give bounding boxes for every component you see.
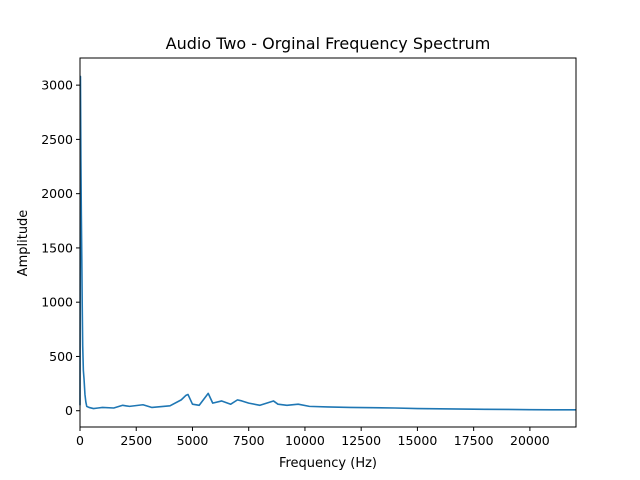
- x-tick-label: 2500: [120, 433, 152, 448]
- chart-title: Audio Two - Orginal Frequency Spectrum: [166, 34, 491, 53]
- plot-frame: [79, 57, 577, 428]
- x-tick-label: 0: [76, 433, 84, 448]
- x-axis-label: Frequency (Hz): [279, 456, 377, 471]
- y-tick-label: 1000: [41, 295, 73, 310]
- y-axis-label: Amplitude: [16, 210, 31, 277]
- spectrum-series-line: [79, 75, 576, 411]
- x-tick-label: 20000: [510, 433, 550, 448]
- x-tick-label: 5000: [177, 433, 209, 448]
- y-tick-label: 2000: [41, 186, 73, 201]
- x-tick-label: 15000: [398, 433, 438, 448]
- x-tick-label: 12500: [341, 433, 381, 448]
- x-tick-label: 17500: [454, 433, 494, 448]
- y-tick-label: 2500: [41, 132, 73, 147]
- y-tick-label: 500: [49, 349, 73, 364]
- x-tick-label: 10000: [285, 433, 325, 448]
- y-tick-label: 1500: [41, 240, 73, 255]
- x-tick-label: 7500: [233, 433, 265, 448]
- y-tick-label: 0: [65, 403, 73, 418]
- y-tick-label: 3000: [41, 78, 73, 93]
